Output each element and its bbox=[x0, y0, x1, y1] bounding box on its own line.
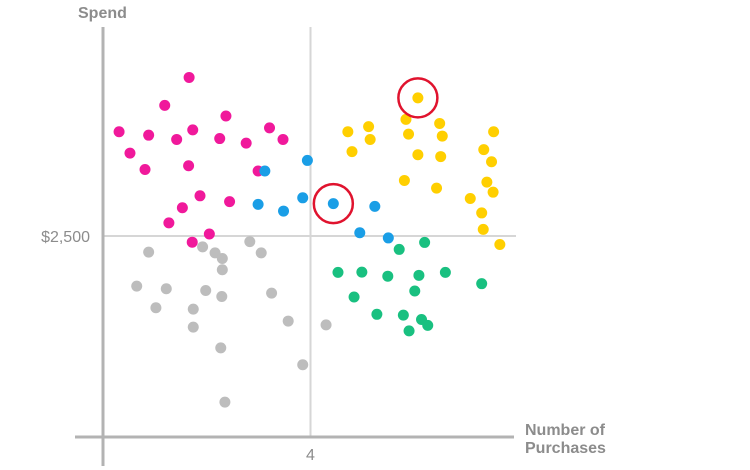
data-points bbox=[113, 71, 506, 408]
point-blue-6 bbox=[278, 205, 290, 217]
point-yellow-14 bbox=[398, 174, 410, 186]
point-yellow-0 bbox=[412, 92, 424, 104]
point-green-1 bbox=[393, 243, 405, 255]
point-yellow-1 bbox=[400, 113, 412, 125]
point-yellow-11 bbox=[412, 149, 424, 161]
point-green-7 bbox=[476, 278, 488, 290]
point-gray-10 bbox=[266, 287, 278, 299]
point-yellow-16 bbox=[431, 182, 443, 194]
highlight-ring-1 bbox=[397, 77, 439, 119]
point-pink-5 bbox=[187, 124, 199, 136]
point-blue-8 bbox=[382, 232, 394, 244]
point-pink-10 bbox=[139, 164, 151, 176]
point-pink-14 bbox=[194, 190, 206, 202]
point-pink-18 bbox=[163, 217, 175, 229]
point-gray-14 bbox=[282, 315, 294, 327]
point-gray-0 bbox=[244, 236, 256, 248]
point-blue-4 bbox=[327, 198, 339, 210]
point-yellow-2 bbox=[434, 117, 446, 129]
point-pink-17 bbox=[176, 202, 188, 214]
point-yellow-5 bbox=[403, 128, 415, 140]
point-yellow-8 bbox=[364, 134, 376, 146]
point-green-0 bbox=[419, 236, 431, 248]
point-blue-2 bbox=[297, 192, 309, 204]
point-gray-17 bbox=[215, 342, 227, 354]
point-pink-4 bbox=[159, 99, 171, 111]
point-pink-13 bbox=[240, 137, 252, 149]
point-yellow-4 bbox=[363, 121, 375, 133]
x-axis-title-line-2: Purchases bbox=[525, 440, 606, 457]
point-pink-12 bbox=[214, 133, 226, 145]
point-pink-7 bbox=[264, 122, 276, 134]
point-pink-19 bbox=[203, 228, 215, 240]
point-green-4 bbox=[382, 270, 394, 282]
point-green-6 bbox=[439, 266, 451, 278]
point-green-8 bbox=[409, 285, 421, 297]
point-blue-1 bbox=[259, 165, 271, 177]
point-pink-16 bbox=[224, 196, 236, 208]
point-yellow-17 bbox=[487, 186, 499, 198]
point-green-11 bbox=[397, 309, 409, 321]
point-green-5 bbox=[413, 269, 425, 281]
point-blue-7 bbox=[354, 227, 366, 239]
y-tick-label-2500: $2,500 bbox=[41, 229, 90, 246]
point-yellow-15 bbox=[481, 176, 493, 188]
point-pink-9 bbox=[124, 147, 136, 159]
x-axis-title-line-1: Number of bbox=[525, 422, 606, 439]
point-yellow-18 bbox=[464, 193, 476, 205]
point-gray-11 bbox=[216, 290, 228, 302]
point-yellow-9 bbox=[478, 144, 490, 156]
point-pink-11 bbox=[183, 160, 195, 172]
point-pink-20 bbox=[186, 236, 198, 248]
point-green-10 bbox=[371, 308, 383, 320]
point-gray-16 bbox=[187, 321, 199, 333]
point-gray-4 bbox=[255, 247, 267, 259]
point-pink-3 bbox=[183, 71, 195, 83]
point-yellow-21 bbox=[494, 239, 506, 251]
point-blue-5 bbox=[369, 200, 381, 212]
point-green-14 bbox=[403, 325, 415, 337]
point-gray-13 bbox=[187, 303, 199, 315]
point-pink-1 bbox=[143, 129, 155, 141]
highlight-rings bbox=[312, 77, 439, 225]
point-gray-15 bbox=[320, 319, 332, 331]
point-yellow-10 bbox=[346, 146, 358, 158]
reference-lines bbox=[103, 27, 516, 437]
point-yellow-6 bbox=[436, 130, 448, 142]
point-yellow-3 bbox=[342, 126, 354, 138]
point-green-9 bbox=[348, 291, 360, 303]
point-pink-0 bbox=[113, 126, 125, 138]
point-yellow-7 bbox=[488, 126, 500, 138]
point-pink-6 bbox=[220, 110, 232, 122]
point-gray-2 bbox=[143, 246, 155, 258]
point-gray-8 bbox=[160, 283, 172, 295]
point-green-13 bbox=[422, 319, 434, 331]
point-gray-18 bbox=[297, 359, 309, 371]
point-gray-6 bbox=[216, 264, 228, 276]
point-green-2 bbox=[332, 266, 344, 278]
highlight-ring-0 bbox=[312, 182, 355, 225]
point-gray-5 bbox=[216, 253, 228, 265]
point-green-3 bbox=[356, 266, 368, 278]
point-pink-2 bbox=[171, 133, 183, 145]
point-yellow-12 bbox=[435, 151, 447, 163]
point-blue-3 bbox=[252, 198, 264, 210]
point-gray-1 bbox=[197, 241, 209, 253]
point-gray-7 bbox=[131, 280, 143, 292]
point-yellow-20 bbox=[477, 223, 489, 235]
y-axis-title: Spend bbox=[78, 5, 127, 22]
point-blue-0 bbox=[301, 154, 313, 166]
axes bbox=[75, 27, 514, 466]
point-pink-8 bbox=[277, 133, 289, 145]
x-tick-label-4: 4 bbox=[306, 447, 315, 464]
point-gray-19 bbox=[219, 396, 231, 408]
point-yellow-13 bbox=[486, 156, 498, 168]
point-gray-9 bbox=[200, 285, 212, 297]
point-yellow-19 bbox=[476, 207, 488, 219]
point-gray-12 bbox=[150, 302, 162, 314]
